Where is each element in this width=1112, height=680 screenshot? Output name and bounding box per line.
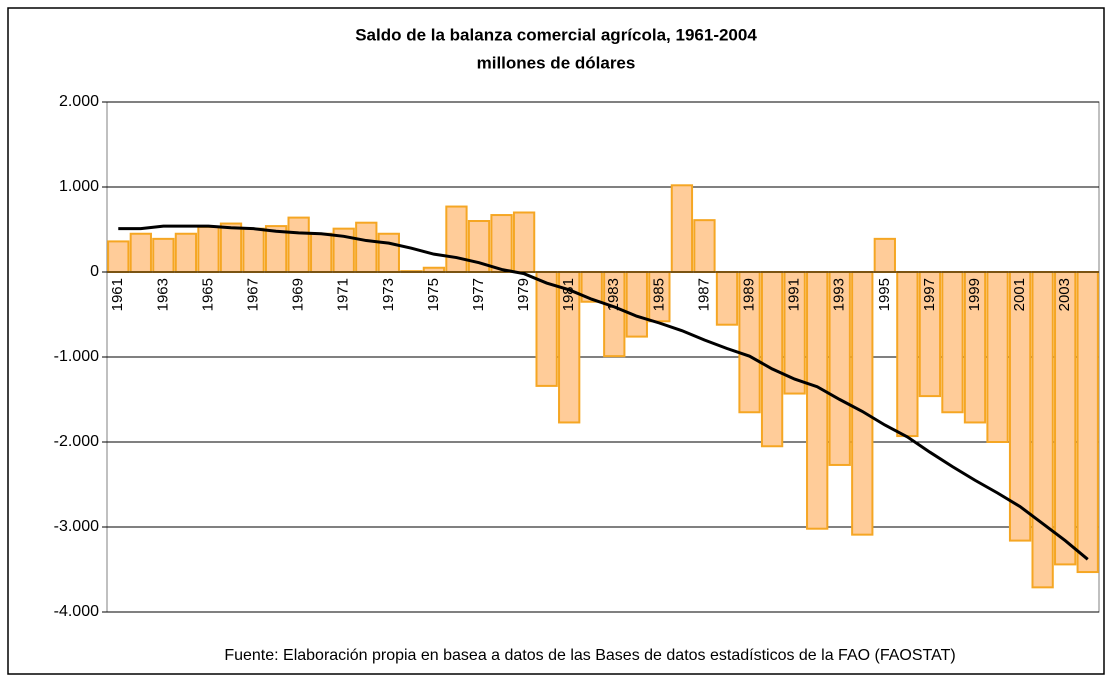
x-tick-label: 1989 [741, 278, 758, 311]
bar [445, 205, 468, 273]
x-tick-label: 1975 [425, 278, 442, 311]
bar [986, 271, 1009, 443]
y-tick-label: 2.000 [59, 93, 99, 110]
x-tick-label: 1967 [245, 278, 262, 311]
bar [219, 222, 243, 274]
y-tick-label: -2.000 [54, 433, 99, 450]
chart-title: Saldo de la balanza comercial agrícola, … [355, 25, 757, 44]
bar [693, 219, 716, 273]
x-tick-label: 1965 [199, 278, 216, 311]
x-tick-label: 1979 [515, 278, 532, 311]
bar [670, 184, 694, 273]
bar [174, 232, 198, 273]
y-tick-label: -3.000 [54, 518, 99, 535]
x-tick-label: 1987 [695, 278, 712, 311]
y-tick-label: 1.000 [59, 178, 99, 195]
x-tick-label: 1993 [831, 278, 848, 311]
x-tick-label: 1973 [380, 278, 397, 311]
source-note: Fuente: Elaboración propia en basea a da… [224, 647, 955, 664]
bar [152, 237, 175, 274]
x-tick-label: 1981 [560, 278, 577, 311]
bar [310, 232, 333, 273]
bar [422, 266, 446, 273]
bar [107, 240, 130, 273]
bar [896, 271, 919, 438]
bar [129, 232, 152, 273]
bar [1031, 271, 1054, 589]
bar [873, 237, 896, 274]
x-tick-label: 1997 [921, 278, 938, 311]
bar [287, 216, 310, 274]
x-tick-label: 1983 [605, 278, 622, 311]
x-tick-label: 1999 [966, 278, 983, 311]
chart-subtitle: millones de dólares [477, 53, 636, 72]
x-tick-label: 1995 [876, 278, 893, 311]
x-tick-label: 1991 [786, 278, 803, 311]
bar [197, 225, 220, 273]
bar [355, 221, 378, 273]
x-tick-label: 1961 [109, 278, 126, 311]
x-tick-label: 1985 [650, 278, 667, 311]
bar [806, 271, 829, 530]
x-tick-label: 1977 [470, 278, 487, 311]
bar [625, 271, 648, 338]
bar [851, 271, 874, 536]
bar [941, 271, 964, 414]
y-tick-label: -1.000 [54, 348, 99, 365]
bar [535, 271, 558, 387]
x-tick-label: 2003 [1056, 278, 1073, 311]
y-tick-label: -4.000 [54, 603, 99, 620]
bar [715, 271, 739, 326]
bar [1076, 271, 1099, 574]
bar [377, 232, 400, 273]
bar [760, 271, 784, 448]
y-tick-label: 0 [90, 263, 99, 280]
x-tick-label: 2001 [1011, 278, 1028, 311]
trend-line [118, 224, 1089, 561]
x-tick-label: 1963 [154, 278, 171, 311]
bar [490, 214, 513, 274]
bar [242, 227, 265, 273]
x-tick-label: 1969 [290, 278, 307, 311]
bar [512, 211, 536, 273]
x-tick-label: 1971 [335, 278, 352, 311]
bar [1054, 271, 1077, 566]
